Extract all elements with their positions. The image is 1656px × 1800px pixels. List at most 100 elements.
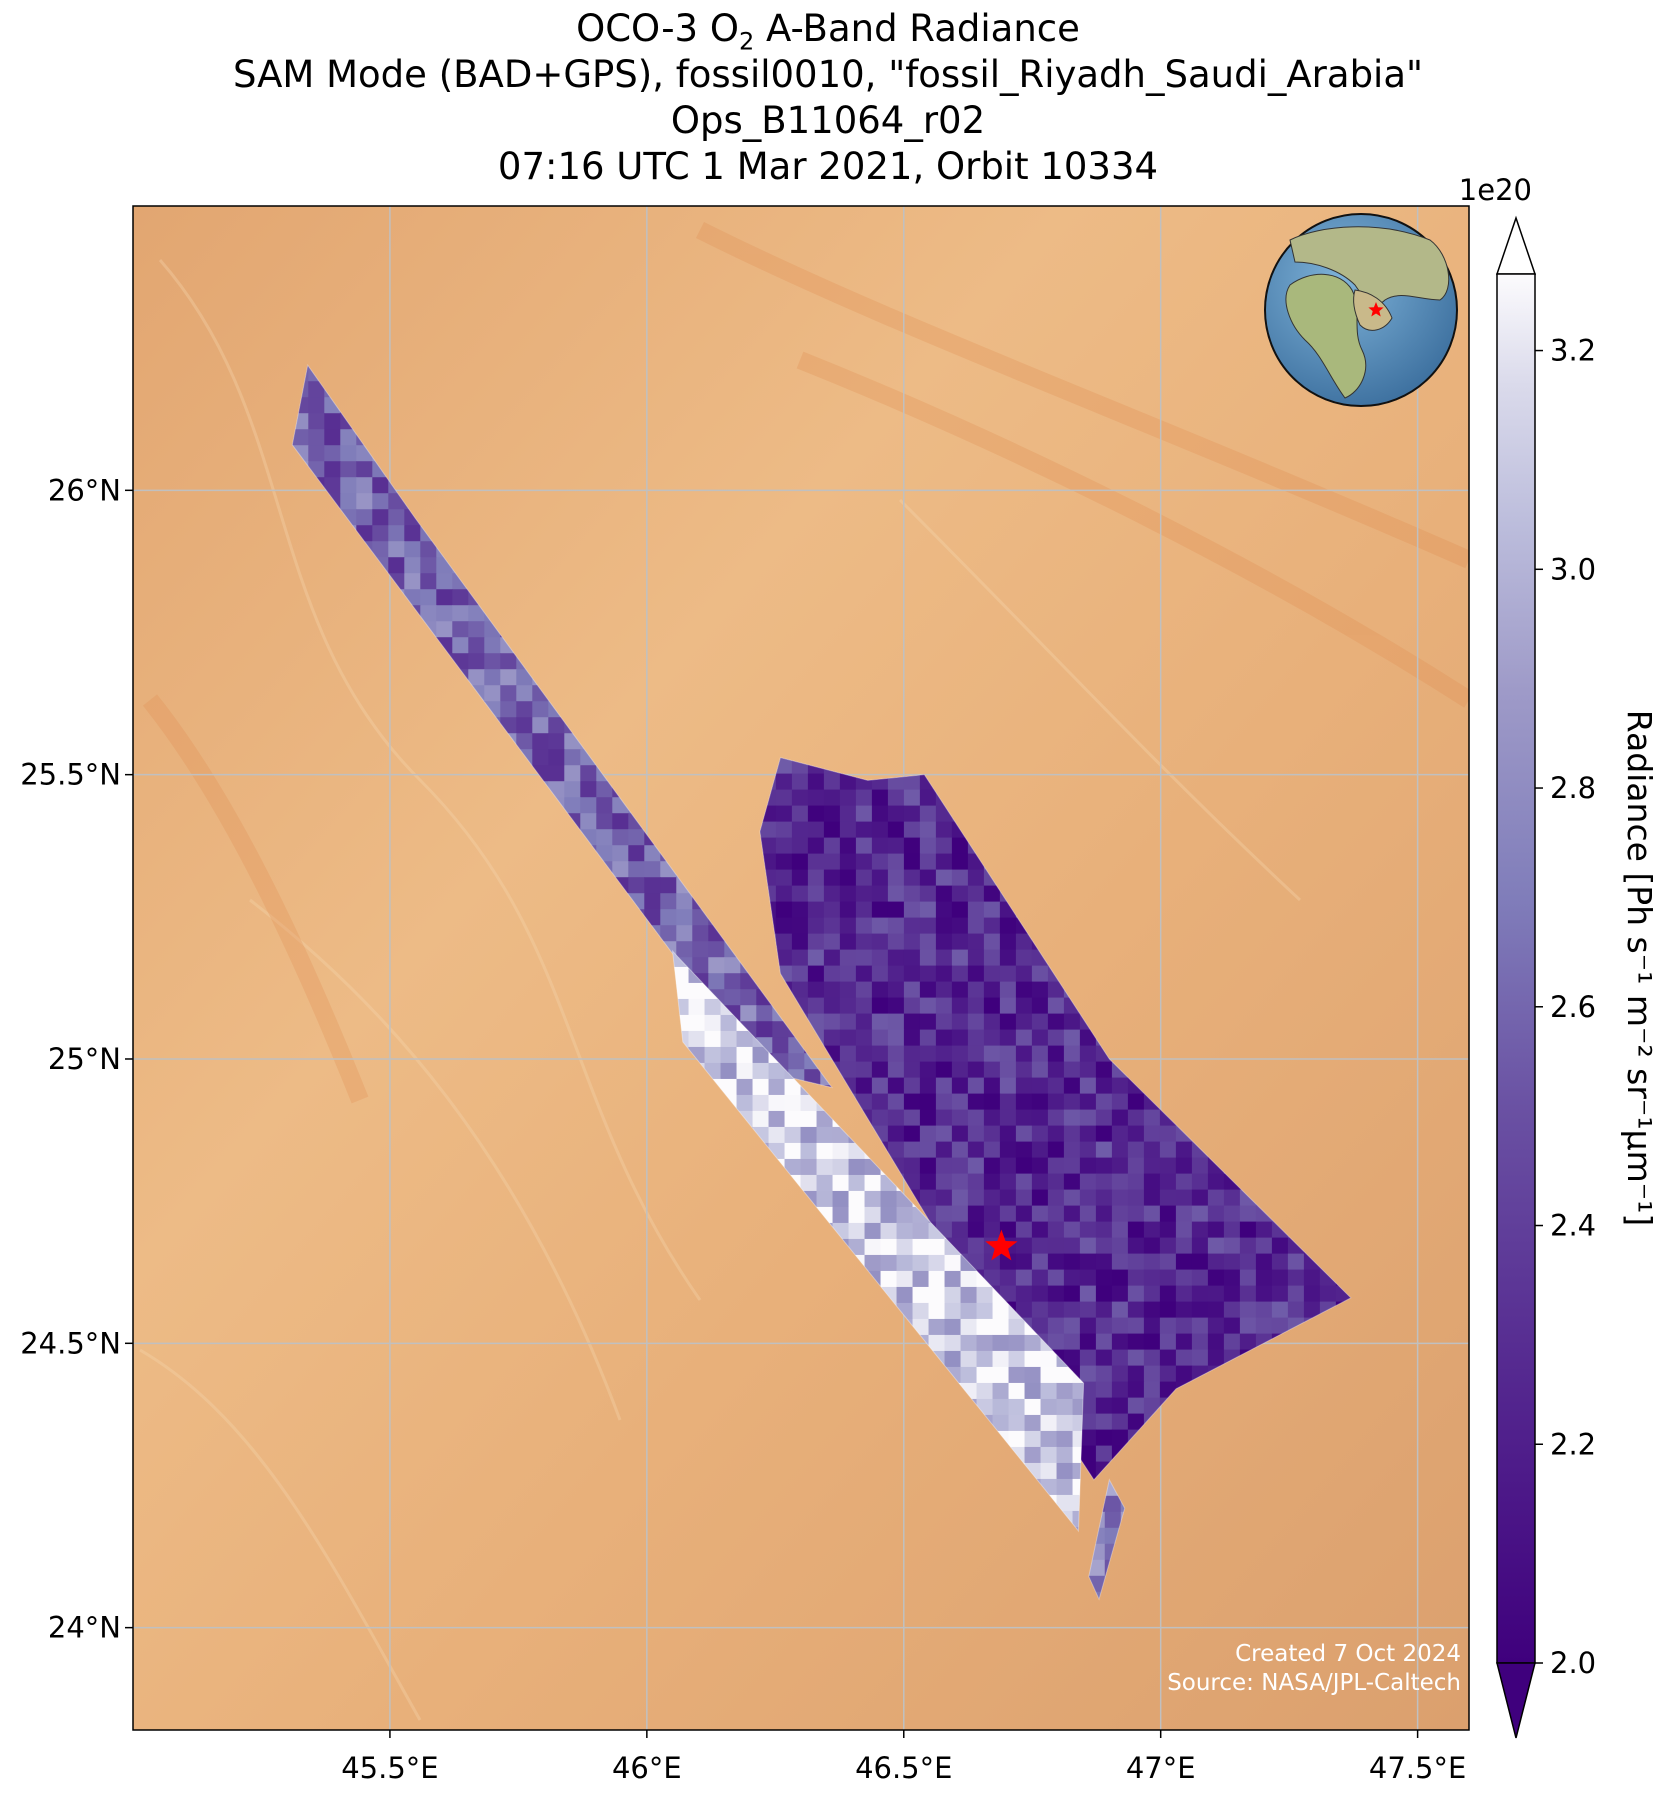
radiance-cell xyxy=(919,917,937,935)
radiance-cell xyxy=(1015,1269,1033,1287)
title-line-3: Ops_B11064_r02 xyxy=(670,99,986,142)
radiance-cell xyxy=(420,605,437,622)
radiance-cell xyxy=(903,1013,921,1031)
radiance-cell xyxy=(1191,1317,1209,1335)
radiance-cell xyxy=(983,1013,1001,1031)
radiance-cell xyxy=(951,1125,969,1143)
radiance-cell xyxy=(1031,1221,1049,1239)
radiance-cell xyxy=(839,933,857,951)
radiance-cell xyxy=(855,949,873,967)
radiance-cell xyxy=(887,853,905,871)
radiance-cell xyxy=(784,1110,802,1128)
radiance-cell xyxy=(983,1221,1001,1239)
radiance-cell xyxy=(944,1270,962,1288)
radiance-cell xyxy=(919,1125,937,1143)
radiance-cell xyxy=(967,1205,985,1223)
radiance-cell xyxy=(1239,1253,1257,1271)
radiance-cell xyxy=(1191,1205,1209,1223)
radiance-cell xyxy=(967,1221,985,1239)
radiance-cell xyxy=(516,701,533,718)
radiance-cell xyxy=(1015,933,1033,951)
radiance-cell xyxy=(1047,1301,1065,1319)
radiance-cell xyxy=(1111,1221,1129,1239)
radiance-cell xyxy=(1063,1349,1081,1367)
radiance-cell xyxy=(1047,1125,1065,1143)
radiance-cell xyxy=(967,1125,985,1143)
radiance-cell xyxy=(992,1334,1010,1352)
colorbar-extend-top xyxy=(1495,215,1537,275)
radiance-cell xyxy=(1159,1349,1177,1367)
radiance-cell xyxy=(1008,1334,1026,1352)
radiance-cell xyxy=(919,853,937,871)
radiance-cell xyxy=(1079,1445,1097,1463)
radiance-cell xyxy=(1015,1029,1033,1047)
radiance-cell xyxy=(1047,1205,1065,1223)
radiance-cell xyxy=(484,669,501,686)
radiance-cell xyxy=(1207,1253,1225,1271)
radiance-cell xyxy=(912,1254,930,1272)
radiance-cell xyxy=(1159,1333,1177,1351)
radiance-cell xyxy=(887,917,905,935)
radiance-cell xyxy=(951,1093,969,1111)
radiance-cell xyxy=(1079,1221,1097,1239)
radiance-cell xyxy=(720,1062,738,1080)
radiance-cell xyxy=(676,909,693,926)
radiance-cell xyxy=(1015,1061,1033,1079)
radiance-cell xyxy=(704,1030,722,1048)
radiance-cell xyxy=(919,1109,937,1127)
radiance-cell xyxy=(935,965,953,983)
radiance-cell xyxy=(887,1061,905,1079)
radiance-cell xyxy=(823,965,841,983)
radiance-cell xyxy=(720,1046,738,1064)
radiance-cell xyxy=(935,885,953,903)
radiance-cell xyxy=(772,1021,789,1038)
radiance-cell xyxy=(807,1013,825,1031)
radiance-cell xyxy=(903,1061,921,1079)
radiance-cell xyxy=(1175,1237,1193,1255)
radiance-cell xyxy=(839,949,857,967)
radiance-cell xyxy=(887,965,905,983)
radiance-cell xyxy=(983,1061,1001,1079)
radiance-cell xyxy=(736,1078,754,1096)
radiance-cell xyxy=(967,1029,985,1047)
radiance-cell xyxy=(1239,1317,1257,1335)
radiance-cell xyxy=(832,1206,850,1224)
radiance-cell xyxy=(1024,1446,1042,1464)
radiance-cell xyxy=(839,1045,857,1063)
radiance-cell xyxy=(1175,1173,1193,1191)
radiance-cell xyxy=(1159,1125,1177,1143)
radiance-cell xyxy=(983,965,1001,983)
radiance-cell xyxy=(532,701,549,718)
radiance-cell xyxy=(791,773,809,791)
y-tick-label: 24°N xyxy=(48,1611,121,1645)
radiance-cell xyxy=(704,1046,722,1064)
radiance-cell xyxy=(688,998,706,1016)
radiance-cell xyxy=(807,901,825,919)
radiance-cell xyxy=(871,933,889,951)
radiance-cell xyxy=(855,1077,873,1095)
radiance-cell xyxy=(944,1334,962,1352)
title-line-1-pre: OCO-3 O xyxy=(576,7,739,50)
radiance-cell xyxy=(548,749,565,766)
radiance-cell xyxy=(1127,1237,1145,1255)
radiance-cell xyxy=(1031,1253,1049,1271)
radiance-cell xyxy=(1127,1173,1145,1191)
radiance-cell xyxy=(1056,1446,1074,1464)
radiance-cell xyxy=(999,965,1017,983)
radiance-cell xyxy=(1079,1093,1097,1111)
radiance-cell xyxy=(871,901,889,919)
radiance-cell xyxy=(1111,1413,1129,1431)
radiance-cell xyxy=(944,1350,962,1368)
radiance-cell xyxy=(532,733,549,750)
radiance-cell xyxy=(1040,1350,1058,1368)
radiance-cell xyxy=(1015,949,1033,967)
radiance-cell xyxy=(775,933,793,951)
radiance-cell xyxy=(388,525,405,542)
radiance-cell xyxy=(752,1110,770,1128)
radiance-cell xyxy=(775,805,793,823)
radiance-cell xyxy=(832,1174,850,1192)
radiance-cell xyxy=(823,837,841,855)
radiance-cell xyxy=(1079,1333,1097,1351)
radiance-cell xyxy=(644,877,661,894)
